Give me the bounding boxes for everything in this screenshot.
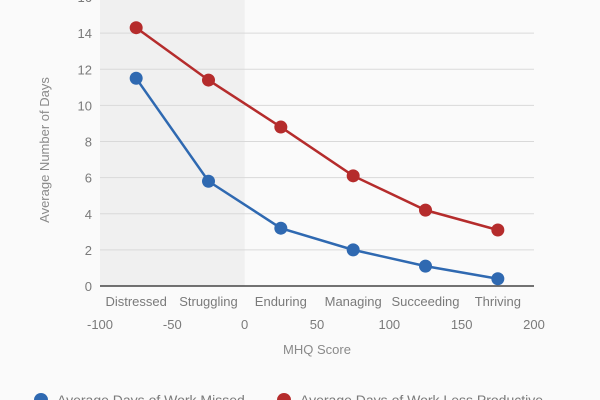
series-line-0: [135, 77, 499, 281]
category-label: Distressed: [105, 294, 166, 309]
category-labels: Distressed Struggling Enduring Managing Succ…: [105, 294, 521, 309]
x-tick-label: 50: [310, 317, 324, 332]
x-tick-label: 100: [378, 317, 400, 332]
category-label: Enduring: [255, 294, 307, 309]
x-tick-label: -50: [163, 317, 182, 332]
x-tick-label: 0: [241, 317, 248, 332]
y-tick-label: 14: [78, 26, 92, 41]
data-point-series-1[interactable]: [274, 120, 288, 134]
data-point-series-0[interactable]: [419, 259, 432, 273]
legend-marker-less-productive: [277, 393, 291, 400]
y-tick-label: 8: [85, 135, 92, 150]
data-point-series-1[interactable]: [202, 73, 215, 87]
data-point-series-0[interactable]: [202, 174, 215, 188]
x-axis-ticks: -100 -50 0 50 100 150 200: [87, 317, 545, 332]
legend-label-less-productive: Average Days of Work Less Productive: [300, 392, 543, 400]
x-tick-label: -100: [87, 317, 113, 332]
y-tick-label: 0: [85, 279, 92, 294]
legend-label-missed: Average Days of Work Missed: [57, 392, 245, 400]
x-axis-label: MHQ Score: [283, 342, 351, 357]
x-tick-label: 200: [523, 317, 545, 332]
y-tick-label: 2: [85, 243, 92, 258]
data-point-series-0[interactable]: [346, 243, 360, 257]
data-point-series-0[interactable]: [129, 71, 143, 85]
category-label: Succeeding: [392, 294, 460, 309]
y-tick-label: 10: [78, 98, 92, 113]
category-label: Struggling: [179, 294, 238, 309]
series-line-1: [135, 26, 499, 232]
y-tick-label: 6: [85, 171, 92, 186]
grid: [100, 32, 534, 251]
y-axis-ticks: 0 2 4 6 8 10 12 14 16: [78, 0, 92, 294]
category-label: Managing: [325, 294, 382, 309]
legend-marker-missed: [34, 393, 48, 400]
data-point-series-1[interactable]: [419, 203, 432, 217]
x-tick-label: 150: [451, 317, 473, 332]
legend-item-missed[interactable]: Average Days of Work Missed: [34, 392, 245, 400]
data-point-series-0[interactable]: [491, 272, 505, 286]
data-point-series-1[interactable]: [491, 223, 505, 237]
y-tick-label: 4: [85, 207, 92, 222]
y-tick-label: 16: [78, 0, 92, 5]
y-axis-label: Average Number of Days: [37, 77, 52, 223]
data-point-series-0[interactable]: [274, 221, 288, 235]
category-label: Thriving: [475, 294, 521, 309]
shaded-region: [100, 0, 245, 286]
y-tick-label: 12: [78, 62, 92, 77]
data-point-series-1[interactable]: [346, 169, 360, 183]
legend-item-less-productive[interactable]: Average Days of Work Less Productive: [277, 392, 543, 400]
data-point-series-1[interactable]: [129, 21, 143, 35]
legend[interactable]: Average Days of Work Missed Average Days…: [34, 392, 543, 400]
series-group: [129, 21, 505, 286]
